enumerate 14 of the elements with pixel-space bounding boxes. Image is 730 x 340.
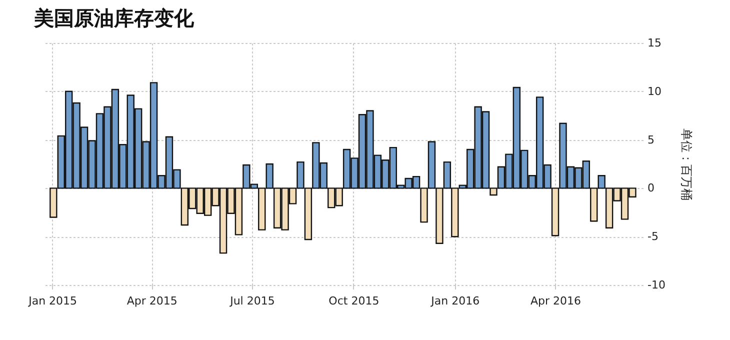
x-tick-label: Apr 2015 [126,294,178,308]
x-tick-label: Jan 2015 [28,294,78,308]
y-tick-label: 10 [648,84,662,98]
x-tick-label: Jul 2015 [229,294,275,308]
y-tick-label: -5 [648,230,658,244]
x-tick-label: Apr 2016 [530,294,582,308]
y-tick-label: 5 [648,133,654,146]
y-tick-label: 0 [648,182,654,195]
y-axis-title: 单位：百万桶 [679,128,694,200]
chart-title: 美国原油库存变化 [33,6,196,30]
y-tick-label: 15 [648,36,662,50]
y-tick-label: -10 [648,278,666,292]
x-tick-label: Jan 2016 [430,294,480,308]
x-tick-label: Oct 2015 [328,294,380,308]
